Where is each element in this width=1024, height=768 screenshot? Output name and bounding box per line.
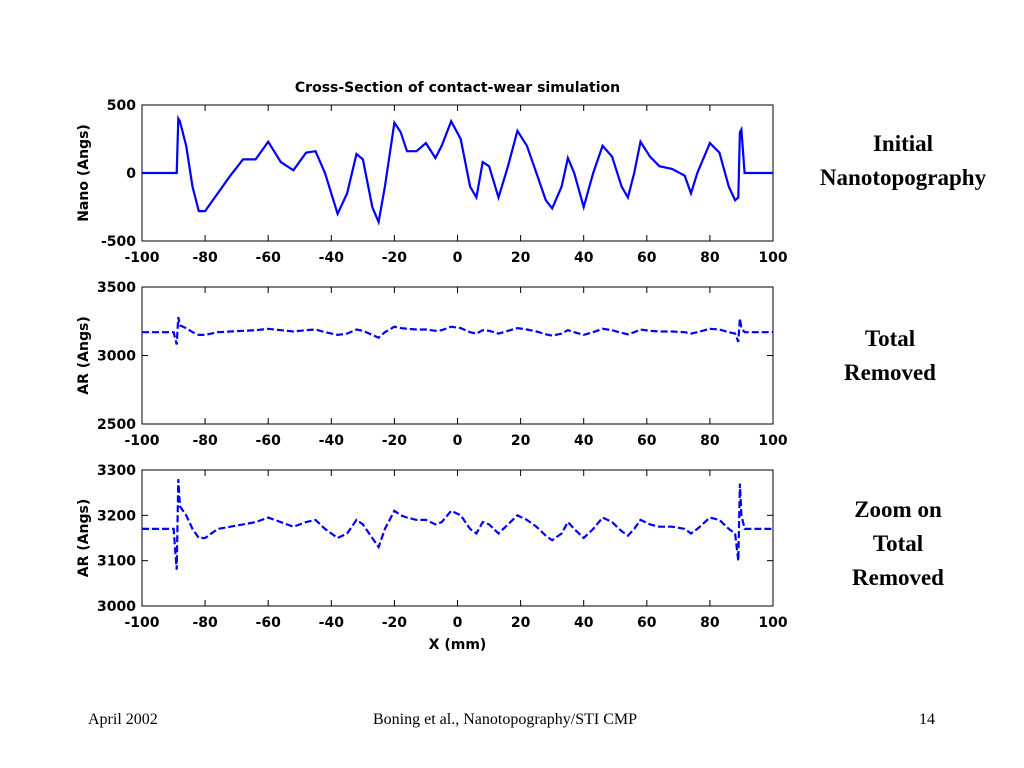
x-tick-label: -100: [124, 615, 159, 631]
x-tick-label: -20: [382, 433, 408, 449]
y-tick-label: 2500: [97, 417, 136, 433]
x-tick-label: 0: [453, 615, 463, 631]
chart: -100 -80 -60 -40 -20 0 20 40 60 80 100 3000 3100 3200…: [76, 463, 788, 653]
x-tick-label: -20: [382, 615, 408, 631]
side-label: Zoom on: [854, 497, 942, 522]
x-tick-label: -60: [256, 433, 282, 449]
x-tick-label: 40: [574, 433, 594, 449]
x-tick-label: 60: [637, 615, 657, 631]
x-tick-label: -60: [256, 615, 282, 631]
side-labels: Initial Nanotopography Total Removed Zoom on…: [820, 131, 987, 590]
side-label: Removed: [844, 360, 936, 385]
x-tick-label: -80: [192, 250, 218, 266]
data-line: [142, 114, 773, 226]
y-tick-label: 3100: [97, 554, 136, 570]
x-tick-label: 60: [637, 250, 657, 266]
x-tick-label: -100: [124, 250, 159, 266]
x-tick-label: 20: [511, 615, 531, 631]
y-axis-label: AR (Angs): [76, 316, 92, 394]
y-tick-label: 3000: [97, 349, 136, 365]
y-tick-label: 3300: [97, 463, 136, 479]
x-tick-label: 100: [758, 433, 787, 449]
y-tick-label: 500: [107, 98, 136, 114]
chart: -100 -80 -60 -40 -20 0 20 40 60 80 100 2500 3000 3500…: [76, 280, 788, 449]
side-label: Initial: [873, 131, 933, 156]
x-tick-label: -80: [192, 433, 218, 449]
plot-frame: [141, 469, 774, 607]
side-label: Removed: [852, 565, 944, 590]
x-tick-label: 20: [511, 250, 531, 266]
x-tick-label: -40: [319, 250, 345, 266]
x-tick-label: 60: [637, 433, 657, 449]
x-tick-label: 100: [758, 615, 787, 631]
plot-frame: [141, 104, 774, 242]
x-tick-label: 0: [453, 433, 463, 449]
x-tick-label: 100: [758, 250, 787, 266]
data-line: [142, 316, 773, 345]
x-tick-label: 80: [700, 250, 720, 266]
x-tick-label: 0: [453, 250, 463, 266]
y-tick-label: 3000: [97, 599, 136, 615]
charts: -100 -80 -60 -40 -20 0 20 40 60 80 100 -500 0 500 Cros…: [76, 80, 788, 653]
chart-title: Cross-Section of contact-wear simulation: [295, 80, 620, 96]
data-line: [142, 479, 773, 570]
x-tick-label: -20: [382, 250, 408, 266]
side-label: Nanotopography: [820, 165, 987, 190]
x-tick-label: -100: [124, 433, 159, 449]
x-tick-label: -60: [256, 250, 282, 266]
plot-frame: [141, 286, 774, 425]
y-tick-label: -500: [101, 234, 136, 250]
x-tick-label: 80: [700, 615, 720, 631]
x-tick-label: 40: [574, 615, 594, 631]
footer-right: 14: [919, 711, 935, 728]
x-tick-label: -40: [319, 433, 345, 449]
x-tick-label: 80: [700, 433, 720, 449]
side-label: Total: [865, 326, 915, 351]
x-tick-label: -40: [319, 615, 345, 631]
x-axis-label: X (mm): [429, 637, 487, 653]
chart: -100 -80 -60 -40 -20 0 20 40 60 80 100 -500 0 500 Cros…: [76, 80, 788, 266]
y-axis-label: AR (Angs): [76, 499, 92, 577]
y-tick-label: 3500: [97, 280, 136, 296]
footer-left: April 2002: [88, 711, 158, 728]
x-tick-label: -80: [192, 615, 218, 631]
side-label: Total: [873, 531, 923, 556]
footer-center: Boning et al., Nanotopography/STI CMP: [373, 711, 637, 728]
x-tick-label: 40: [574, 250, 594, 266]
y-tick-label: 3200: [97, 508, 136, 524]
x-tick-label: 20: [511, 433, 531, 449]
y-axis-label: Nano (Angs): [76, 124, 92, 222]
y-tick-label: 0: [126, 166, 136, 182]
